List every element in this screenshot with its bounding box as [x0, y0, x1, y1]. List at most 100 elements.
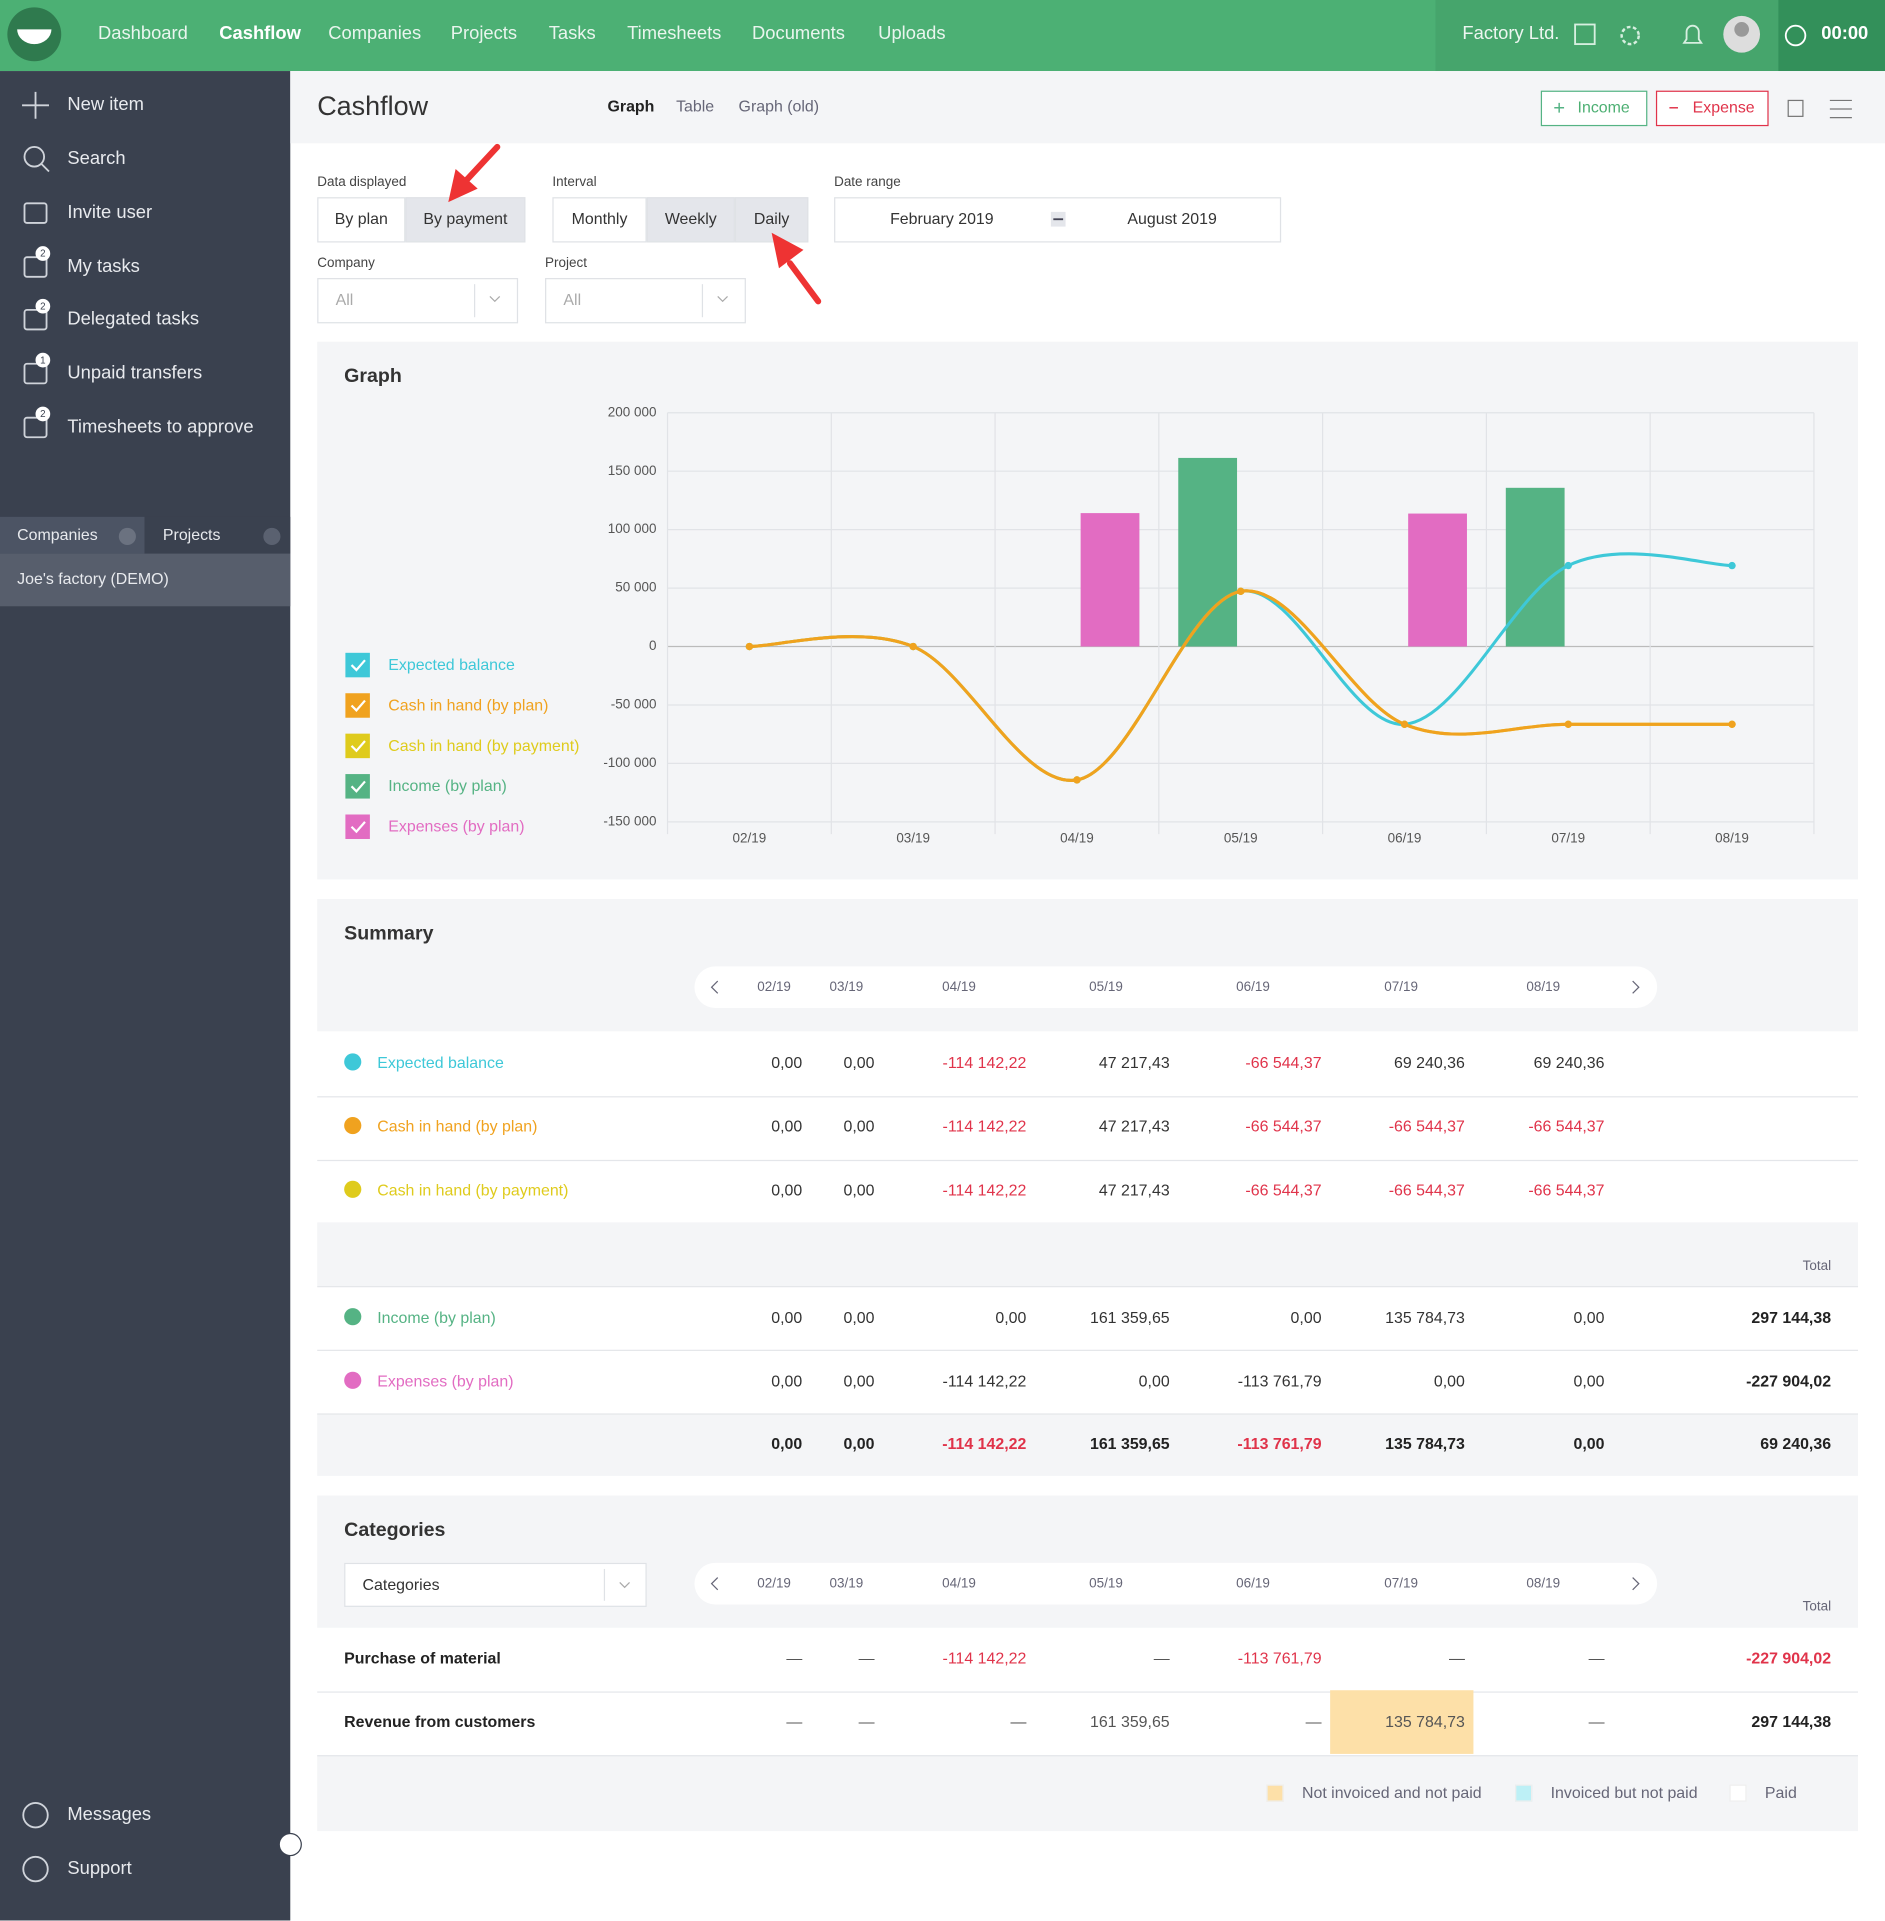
nav-item[interactable]: Documents: [752, 23, 845, 45]
legend-label[interactable]: Cash in hand (by payment): [388, 736, 580, 755]
cell: -113 761,79: [1237, 1648, 1322, 1667]
legend-label[interactable]: Expenses (by plan): [388, 816, 525, 836]
sidebar-item[interactable]: Messages: [67, 1804, 152, 1825]
cell: —: [786, 1712, 803, 1731]
summary-panel: [317, 899, 1859, 1032]
segment-option[interactable]: Daily: [753, 209, 790, 228]
nav-item[interactable]: Dashboard: [97, 23, 188, 45]
y-tick-label: -50 000: [611, 697, 657, 712]
period-pill: [694, 966, 1658, 1009]
nav-item[interactable]: Projects: [450, 23, 518, 45]
company-value[interactable]: All: [335, 290, 354, 309]
grand-total: 69 240,36: [1760, 1434, 1832, 1453]
sidebar-item[interactable]: Unpaid transfers: [67, 362, 203, 384]
company-name[interactable]: Factory Ltd.: [1462, 23, 1560, 45]
income-label[interactable]: Income: [1577, 97, 1630, 117]
legend-checkbox: [345, 814, 370, 839]
legend-label[interactable]: Expected balance: [388, 655, 515, 674]
y-tick-label: 0: [649, 638, 657, 653]
cell: -114 142,22: [942, 1180, 1027, 1200]
segment-option[interactable]: Monthly: [571, 209, 628, 228]
legend-checkbox: [345, 693, 370, 718]
category-select-value[interactable]: Categories: [362, 1575, 440, 1594]
cell: 0,00: [771, 1053, 803, 1072]
sidebar-company[interactable]: Joe's factory (DEMO): [17, 569, 169, 588]
row-name: Expected balance: [377, 1053, 504, 1072]
total-cell: 161 359,65: [1089, 1434, 1170, 1453]
sidebar-tab[interactable]: Projects: [162, 525, 221, 544]
segment-option[interactable]: By plan: [334, 209, 388, 228]
sidebar-tab[interactable]: Companies: [17, 525, 98, 544]
line-point: [1237, 587, 1245, 596]
sidebar-item[interactable]: Support: [67, 1858, 132, 1879]
timer[interactable]: 00:00: [1821, 23, 1869, 45]
expense-label[interactable]: Expense: [1692, 97, 1755, 117]
row-total: 297 144,38: [1751, 1308, 1832, 1327]
row-line: [317, 1755, 1859, 1757]
nav-item[interactable]: Timesheets: [627, 23, 722, 45]
sidebar-item[interactable]: Invite user: [67, 202, 153, 223]
legend-checkbox: [345, 652, 370, 678]
legend-label[interactable]: Income (by plan): [388, 776, 507, 795]
x-tick-label: 07/19: [1551, 831, 1585, 846]
income-button: [1540, 90, 1648, 127]
status-swatch: [1266, 1784, 1284, 1802]
nav-item[interactable]: Uploads: [878, 23, 946, 45]
row-line: [317, 1413, 1859, 1415]
period-label: 05/19: [1089, 979, 1123, 995]
period-pill: [694, 1562, 1658, 1605]
status-swatch: [1729, 1784, 1747, 1802]
bar: [1408, 513, 1467, 647]
category-select: [344, 1562, 647, 1607]
line-point: [1073, 776, 1081, 784]
line-point: [1728, 561, 1736, 570]
timer-icon: [1784, 24, 1807, 47]
legend-check: [350, 659, 366, 672]
filter-icon: [1829, 99, 1852, 119]
sidebar-item[interactable]: Delegated tasks: [67, 308, 200, 330]
sidebar-item[interactable]: Search: [67, 148, 126, 170]
total-cell: -113 761,79: [1237, 1434, 1322, 1453]
sidebar-item[interactable]: My tasks: [67, 255, 140, 277]
legend-label[interactable]: Cash in hand (by plan): [388, 695, 549, 715]
copy-icon: [1787, 99, 1804, 117]
segment-option[interactable]: Weekly: [664, 209, 717, 228]
select-divider: [473, 284, 476, 318]
date-from[interactable]: February 2019: [890, 209, 994, 228]
panel-title: Graph: [344, 366, 402, 388]
panel-title: Summary: [344, 923, 434, 945]
cell: 161 359,65: [1089, 1712, 1170, 1731]
annotation-arrowhead: [771, 232, 804, 269]
view-tab[interactable]: Table: [676, 96, 715, 116]
y-tick-label: 100 000: [608, 521, 657, 536]
bell-icon: [1682, 24, 1703, 44]
icon: [22, 1801, 49, 1829]
segment-option[interactable]: By payment: [423, 209, 508, 228]
view-tab[interactable]: Graph (old): [738, 96, 820, 116]
project-value[interactable]: All: [563, 290, 582, 309]
line-point: [1564, 720, 1572, 728]
calendar-icon: [1574, 23, 1596, 46]
badge-count: 2: [40, 301, 45, 312]
cell: 0,00: [843, 1117, 875, 1136]
nav-item[interactable]: Cashflow: [219, 23, 301, 45]
categories-foot: [317, 1755, 1859, 1832]
cell: 47 217,43: [1098, 1117, 1170, 1136]
cell: 0,00: [771, 1308, 803, 1327]
view-tab[interactable]: Graph: [607, 96, 655, 116]
nav-item[interactable]: Companies: [328, 23, 422, 45]
sidebar-item[interactable]: New item: [67, 94, 144, 116]
summary-total: [317, 1413, 1859, 1476]
nav-item[interactable]: Tasks: [548, 23, 596, 45]
line-series: [749, 589, 1733, 782]
sidebar-item[interactable]: Timesheets to approve: [67, 416, 254, 438]
icon: [23, 308, 48, 331]
dot: [344, 1371, 362, 1389]
date-to[interactable]: August 2019: [1127, 209, 1217, 228]
bar: [1505, 487, 1565, 647]
cell: —: [786, 1648, 803, 1667]
annotation-arrow: [786, 260, 822, 305]
chevron: [489, 295, 501, 303]
prev-arrow: [710, 1577, 719, 1591]
legend-check: [350, 699, 366, 712]
